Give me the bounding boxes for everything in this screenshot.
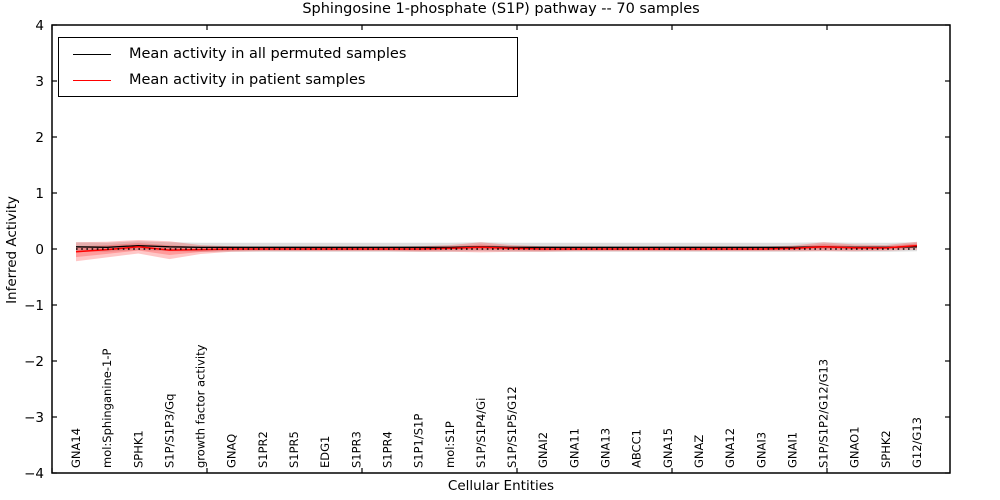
entity-label: S1PR3 (349, 431, 363, 468)
entity-label: SPHK2 (879, 430, 893, 468)
entity-label: GNAI2 (536, 432, 550, 468)
red-line-swatch (73, 79, 111, 81)
entity-label: S1P/S1P5/G12 (505, 386, 519, 468)
patient-mean-line (75, 244, 918, 253)
entity-label: S1P/S1P3/Gq (162, 394, 176, 468)
y-tick-label: 0 (35, 242, 44, 258)
legend-label-patient: Mean activity in patient samples (129, 72, 366, 88)
entity-label: S1PR4 (380, 431, 394, 468)
entity-label: GNAO1 (848, 426, 862, 468)
entity-label: growth factor activity (194, 344, 208, 468)
entity-label: S1PR2 (256, 431, 270, 468)
entity-label: SPHK1 (131, 430, 145, 468)
y-tick-label: 2 (35, 130, 44, 146)
y-tick-label: −1 (24, 298, 44, 314)
black-line-swatch (73, 53, 111, 55)
y-tick-label: −3 (24, 410, 44, 426)
y-tick-label: 1 (35, 186, 44, 202)
entity-label: S1P1/S1P (412, 414, 426, 468)
legend-label-permuted: Mean activity in all permuted samples (129, 46, 407, 62)
entity-label: GNA13 (599, 428, 613, 468)
patient-std-band (76, 240, 917, 262)
entity-label: GNAI3 (754, 432, 768, 468)
legend: Mean activity in all permuted samples Me… (58, 37, 518, 97)
patient-std-inner-band (76, 243, 917, 258)
entity-label: G12/G13 (910, 417, 924, 468)
entity-label: EDG1 (318, 436, 332, 468)
entity-label: mol:Sphinganine-1-P (100, 349, 114, 468)
entity-label: GNA14 (69, 428, 83, 468)
entity-label: ABCC1 (630, 429, 644, 468)
entity-label: S1P/S1P4/Gi (474, 398, 488, 468)
chart-title: Sphingosine 1-phosphate (S1P) pathway --… (302, 1, 700, 17)
entity-label: GNAQ (225, 434, 239, 468)
entity-label: GNAI1 (785, 432, 799, 468)
entity-label: GNA15 (661, 428, 675, 468)
entity-label: S1P/S1P2/G12/G13 (817, 359, 831, 468)
entity-label: mol:S1P (443, 421, 457, 468)
entity-label: S1PR5 (287, 431, 301, 468)
y-tick-label: 4 (35, 18, 44, 34)
entity-label: GNAZ (692, 435, 706, 468)
entity-label: GNA12 (723, 428, 737, 468)
y-tick-label: 3 (35, 74, 44, 90)
y-tick-label: −2 (24, 354, 44, 370)
legend-item-patient: Mean activity in patient samples (73, 67, 517, 93)
y-axis-title: Inferred Activity (4, 196, 20, 304)
x-axis-title: Cellular Entities (447, 478, 555, 494)
y-tick-label: −4 (24, 466, 44, 482)
legend-item-permuted: Mean activity in all permuted samples (73, 41, 517, 67)
permuted-mean-line (75, 244, 918, 248)
entity-label: GNA11 (567, 428, 581, 468)
